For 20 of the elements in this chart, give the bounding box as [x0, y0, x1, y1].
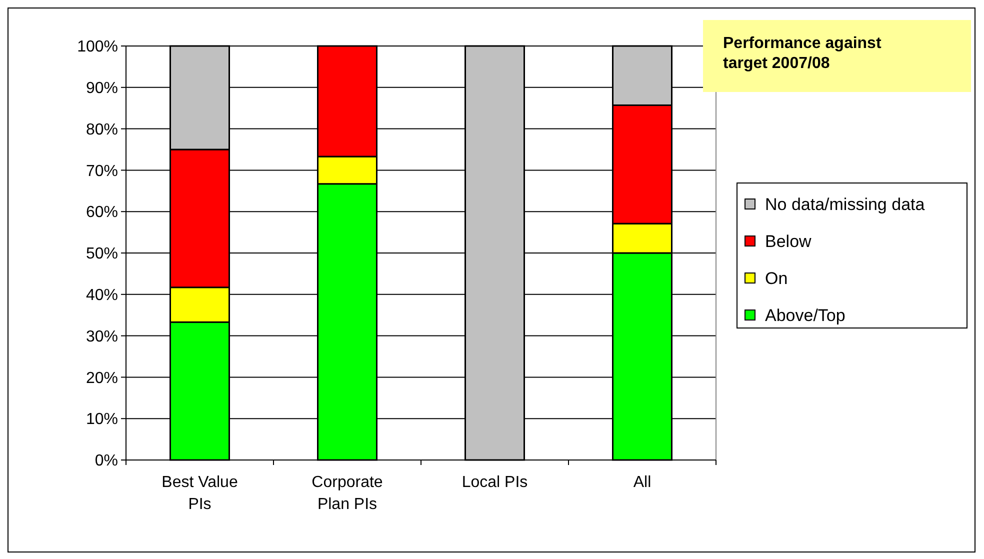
y-tick-label: 80% [86, 121, 118, 138]
x-tick-label: Best Value PIs [162, 474, 238, 513]
y-tick-label: 70% [86, 162, 118, 180]
y-tick-label: 90% [86, 80, 118, 97]
y-tick-label: 60% [86, 204, 118, 222]
legend-label: On [765, 268, 788, 288]
text: Performance against target 2007/08 [723, 35, 882, 72]
legend-label: Above/Top [765, 306, 846, 325]
x-tick-label: Local PIs [462, 474, 528, 491]
y-tick-label: 50% [86, 246, 118, 263]
legend-label: No data/missing data [765, 194, 926, 214]
y-tick-label: 30% [86, 328, 118, 346]
y-tick-label: 20% [86, 370, 118, 387]
y-tick-label: 40% [86, 287, 118, 304]
y-tick-label: 100% [77, 38, 118, 56]
legend-label: Below [765, 232, 812, 251]
x-tick-label: Corporate Plan PIs [312, 474, 383, 513]
y-tick-label: 10% [86, 411, 118, 428]
y-tick-label: 0% [94, 452, 118, 470]
x-tick-label: All [633, 474, 652, 491]
